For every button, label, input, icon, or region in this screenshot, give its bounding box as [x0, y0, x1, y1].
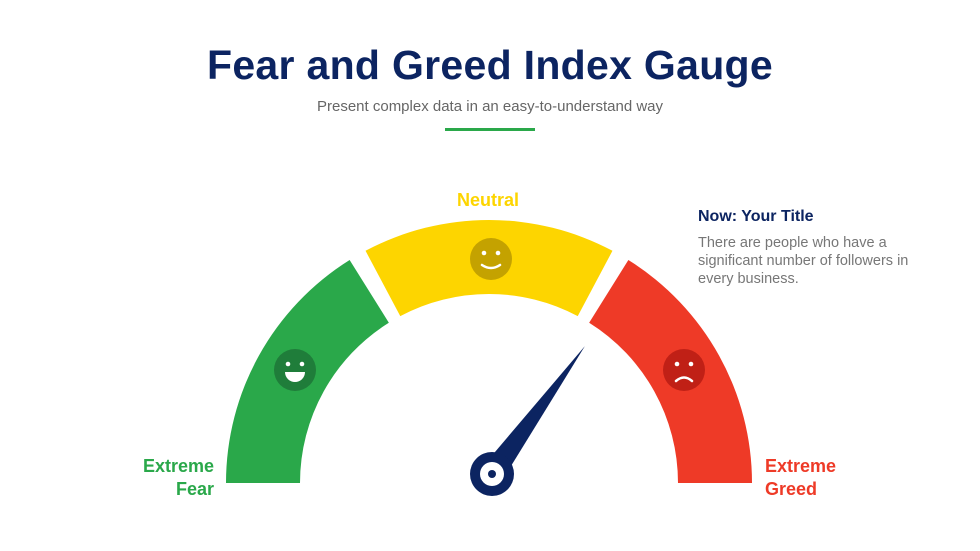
side-description: There are people who have a significant …: [698, 235, 909, 287]
laughing-face-icon-left-eye: [285, 361, 291, 367]
sad-face-icon-left-eye: [674, 361, 680, 367]
laughing-face-icon-mouth: [285, 372, 305, 382]
sad-face-icon: [663, 349, 705, 391]
page-subtitle: Present complex data in an easy-to-under…: [316, 98, 664, 115]
laughing-face-icon: [274, 349, 316, 391]
extreme-fear-label-line2: Fear: [175, 479, 214, 499]
laughing-face-icon-right-eye: [299, 361, 305, 367]
sad-face-icon-right-eye: [688, 361, 694, 367]
side-title: Now: Your Title: [698, 208, 814, 225]
smiling-face-icon-right-eye: [495, 250, 501, 256]
gauge-needle: [482, 346, 585, 482]
extreme-greed-label-line2: Greed: [765, 479, 818, 499]
extreme-greed-label: Extreme Greed: [765, 455, 836, 501]
extreme-fear-label-line1: Extreme: [142, 456, 214, 476]
title-divider: [445, 128, 535, 131]
extreme-fear-label: Extreme Fear: [120, 455, 214, 501]
neutral-label: Neutral: [456, 190, 519, 210]
extreme-greed-label-line1: Extreme: [765, 456, 837, 476]
smiling-face-icon-mouth: [480, 263, 502, 270]
page-title: Fear and Greed Index Gauge: [206, 42, 774, 88]
needle-hub-center: [488, 470, 496, 478]
smiling-face-icon-left-eye: [481, 250, 487, 256]
sad-face-icon-mouth: [674, 376, 694, 383]
smiling-face-icon: [470, 238, 512, 280]
